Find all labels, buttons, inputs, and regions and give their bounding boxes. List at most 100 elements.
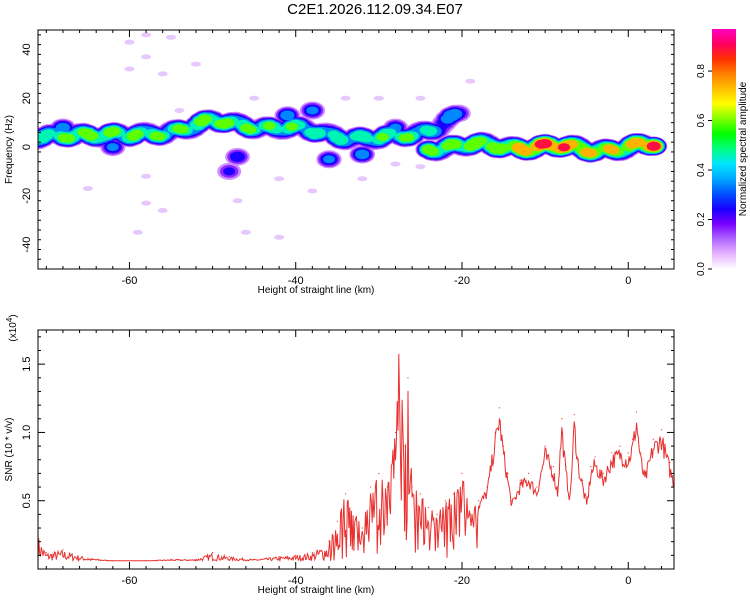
- colorbar-tick-label: 0.6: [696, 113, 707, 127]
- heatmap-cell: [646, 141, 661, 151]
- heatmap-cell: [310, 128, 326, 139]
- heatmap-cell: [198, 114, 212, 124]
- snr-point: [295, 554, 297, 556]
- snr-point: [403, 445, 405, 447]
- heatmap-cell: [43, 129, 56, 138]
- heatmap-speck: [157, 207, 168, 213]
- snr-point: [469, 513, 471, 515]
- heatmap-cell: [361, 134, 374, 143]
- snr-series-line: [38, 353, 674, 563]
- snr-point: [627, 452, 629, 454]
- snr-point: [652, 438, 654, 440]
- heatmap-speck: [307, 188, 318, 194]
- heatmap-speck: [274, 176, 285, 182]
- x-tick-label: -20: [454, 275, 470, 287]
- snr-point: [311, 552, 313, 554]
- snr-point: [170, 558, 172, 561]
- heatmap-cell: [61, 133, 75, 143]
- snr-point: [478, 500, 480, 502]
- heatmap-speck: [465, 78, 476, 84]
- colorbar-label: Normalized spectral amplitude: [738, 81, 749, 216]
- heatmap-speck: [124, 66, 135, 72]
- top-plot-frame: [37, 29, 675, 270]
- heatmap-cell: [333, 135, 349, 145]
- snr-point: [195, 558, 197, 561]
- heatmap-speck: [390, 161, 401, 167]
- snr-point: [328, 541, 330, 543]
- y-axis-multiplier: (x104): [5, 314, 19, 341]
- heatmap-speck: [415, 164, 426, 170]
- heatmap-cell: [107, 126, 121, 137]
- snr-point: [602, 472, 604, 474]
- colorbar: [712, 29, 736, 269]
- snr-point: [361, 527, 363, 529]
- heatmap-cell: [422, 126, 438, 136]
- heatmap-speck: [141, 200, 152, 206]
- snr-point: [611, 452, 613, 454]
- snr-point: [586, 500, 588, 502]
- bottom-y-axis-label: SNR (10 * v/v): [4, 418, 15, 482]
- bottom-x-axis-label: Height of straight line (km): [258, 585, 375, 596]
- heatmap-cell: [84, 131, 99, 141]
- snr-point: [565, 465, 567, 468]
- snr-point: [228, 556, 230, 558]
- snr-point: [561, 418, 563, 420]
- snr-point: [527, 472, 530, 474]
- snr-point: [411, 486, 413, 488]
- heatmap-speck: [141, 32, 152, 38]
- snr-point: [211, 552, 214, 554]
- bottom-plot-frame: [37, 329, 675, 570]
- snr-point: [145, 560, 147, 562]
- heatmap-layer: [38, 32, 668, 240]
- x-tick-label: -20: [454, 575, 470, 587]
- heatmap-cell: [632, 138, 646, 147]
- snr-point: [444, 500, 446, 502]
- heatmap-cell: [323, 155, 335, 164]
- snr-point: [394, 431, 397, 434]
- snr-point: [498, 407, 501, 409]
- heatmap-speck: [240, 229, 251, 235]
- heatmap-cell: [607, 146, 620, 155]
- snr-point: [112, 560, 114, 562]
- heatmap-cell: [519, 147, 533, 156]
- snr-point: [345, 493, 347, 495]
- snr-point: [253, 558, 255, 561]
- colorbar-tick-label: 0.4: [696, 163, 707, 177]
- heatmap-speck: [249, 95, 260, 101]
- heatmap-speck: [82, 186, 93, 192]
- heatmap-speck: [357, 176, 368, 182]
- heatmap-speck: [274, 234, 285, 240]
- heatmap-speck: [124, 39, 135, 45]
- x-tick-label: 0: [625, 575, 631, 587]
- snr-point: [87, 557, 89, 559]
- snr-point: [62, 549, 64, 551]
- top-x-axis-label: Height of straight line (km): [258, 285, 375, 296]
- heatmap-cell: [229, 151, 246, 162]
- heatmap-cell: [280, 110, 295, 121]
- snr-point: [581, 479, 584, 481]
- snr-point: [494, 431, 496, 434]
- heatmap-cell: [475, 137, 488, 146]
- x-tick-label: -40: [288, 575, 304, 587]
- snr-point: [631, 438, 634, 440]
- snr-point: [336, 520, 338, 522]
- heatmap-cell: [376, 132, 389, 142]
- snr-point: [536, 486, 538, 488]
- snr-point: [436, 513, 438, 515]
- snr-point: [635, 411, 638, 413]
- snr-point: [590, 465, 592, 468]
- snr-point: [619, 445, 621, 447]
- y-tick-label: 1.5: [21, 356, 33, 371]
- snr-point: [386, 486, 388, 488]
- snr-points: [38, 330, 674, 562]
- heatmap-cell: [106, 143, 119, 152]
- snr-point: [644, 472, 646, 474]
- y-tick-label: 0: [21, 144, 33, 150]
- top-y-axis-label: Frequency (Hz): [4, 115, 15, 184]
- colorbar-tick-label: 0.8: [696, 64, 707, 78]
- y-tick-label: -40: [21, 237, 33, 253]
- heatmap-speck: [132, 229, 143, 235]
- heatmap-cell: [557, 143, 571, 152]
- heatmap-cell: [426, 147, 439, 156]
- y-tick-label: 0.5: [21, 493, 33, 508]
